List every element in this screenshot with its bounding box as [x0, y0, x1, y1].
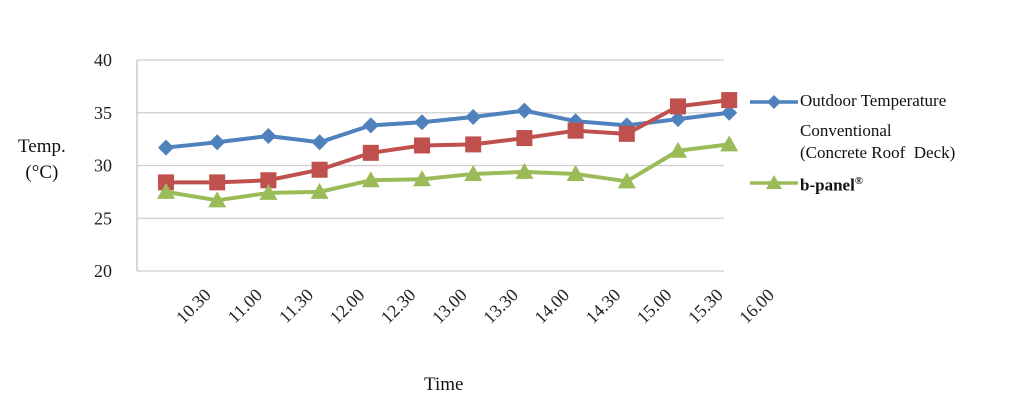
point-s0-11.30 — [260, 127, 277, 144]
x-tick-label-13.00: 13.00 — [428, 285, 471, 328]
point-s0-13.30 — [465, 108, 482, 125]
legend-label-bpanel-text: b-panel — [800, 175, 855, 195]
point-s2-13.00 — [413, 170, 431, 187]
y-tick-label-25: 25 — [94, 208, 112, 228]
legend-swatch-conventional — [748, 120, 800, 144]
y-axis-label-line2: (°C) — [25, 162, 59, 183]
x-axis-label: Time — [424, 374, 464, 395]
point-s2-14.00 — [515, 162, 534, 179]
point-s1-12.30 — [362, 144, 379, 161]
legend-label-outdoor: Outdoor Temperature — [800, 91, 947, 110]
point-s2-16.00 — [720, 135, 739, 152]
series-line-2 — [165, 142, 730, 203]
x-tick-label-14.30: 14.30 — [582, 285, 625, 328]
point-s0-15.30 — [670, 111, 686, 128]
x-tick-label-10.30: 10.30 — [172, 285, 215, 328]
y-axis-label: Temp. (°C) — [18, 134, 66, 186]
point-s2-14.30 — [566, 164, 585, 181]
y-tick-label-35: 35 — [94, 103, 112, 123]
point-s1-11.00 — [209, 174, 226, 191]
x-tick-label-15.30: 15.30 — [684, 285, 727, 328]
point-s0-12.30 — [362, 117, 379, 134]
x-tick-label-11.30: 11.30 — [275, 285, 317, 327]
y-tick-label-20: 20 — [94, 261, 112, 281]
y-axis-label-line1: Temp. — [18, 136, 66, 157]
x-tick-label-16.00: 16.00 — [735, 285, 778, 328]
point-s2-11.00 — [208, 191, 227, 208]
series-line-0 — [165, 108, 730, 150]
legend-label-conventional-line2: (Concrete Roof Deck) — [800, 143, 956, 162]
y-tick-label-30: 30 — [94, 156, 112, 176]
x-tick-label-15.00: 15.00 — [633, 285, 676, 328]
point-s2-15.00 — [617, 172, 636, 189]
point-s1-12.00 — [311, 161, 328, 178]
legend-item-conventional: Conventional (Concrete Roof Deck) — [748, 120, 955, 164]
y-axis-ticks: 20 25 30 35 40 — [94, 50, 112, 281]
series-line-1 — [166, 98, 730, 185]
point-s2-11.30 — [259, 183, 278, 200]
point-s1-14.00 — [516, 130, 533, 147]
legend-swatch-outdoor — [750, 95, 798, 109]
point-s1-14.30 — [567, 122, 584, 139]
x-tick-label-12.30: 12.30 — [377, 285, 420, 328]
point-s2-12.00 — [310, 182, 329, 199]
point-s0-14.00 — [516, 102, 533, 119]
point-s2-15.30 — [669, 141, 687, 158]
point-s1-10.30 — [158, 174, 174, 191]
x-tick-label-12.00: 12.00 — [326, 285, 369, 328]
y-tick-label-40: 40 — [94, 50, 112, 70]
point-s2-13.30 — [464, 164, 483, 181]
point-s0-16.00 — [721, 104, 738, 121]
gridlines — [136, 59, 724, 272]
point-s1-11.30 — [260, 172, 277, 189]
legend-label-conventional-line1: Conventional — [800, 121, 892, 140]
legend: Outdoor Temperature Conventional (Concre… — [748, 90, 955, 203]
legend-swatch-bpanel — [750, 175, 798, 189]
x-axis-ticks: 10.30 11.00 11.30 12.00 12.30 13.00 13.30 14.00… — [172, 285, 778, 328]
point-s0-10.30 — [158, 139, 174, 156]
point-s1-16.00 — [721, 92, 738, 109]
x-tick-label-13.30: 13.30 — [479, 285, 522, 328]
x-tick-label-14.00: 14.00 — [530, 285, 573, 328]
series-1 — [158, 92, 738, 191]
point-s1-13.30 — [465, 136, 482, 153]
legend-label-conventional: Conventional (Concrete Roof Deck) — [800, 120, 955, 164]
legend-item-bpanel: b-panel® — [748, 170, 955, 197]
series-2 — [157, 135, 739, 208]
point-s1-13.00 — [414, 137, 430, 154]
legend-label-bpanel: b-panel® — [800, 170, 863, 197]
point-s0-12.00 — [311, 134, 328, 151]
x-tick-label-11.00: 11.00 — [224, 285, 266, 327]
series-0 — [158, 102, 738, 156]
point-s2-10.30 — [157, 182, 175, 199]
point-s0-13.00 — [414, 114, 430, 131]
point-s1-15.30 — [670, 98, 686, 115]
registered-mark: ® — [854, 175, 864, 187]
legend-item-outdoor: Outdoor Temperature — [748, 90, 955, 114]
point-s0-11.00 — [209, 134, 226, 151]
point-s1-15.00 — [618, 125, 635, 142]
series-group — [157, 92, 739, 208]
point-s2-12.30 — [361, 171, 380, 188]
